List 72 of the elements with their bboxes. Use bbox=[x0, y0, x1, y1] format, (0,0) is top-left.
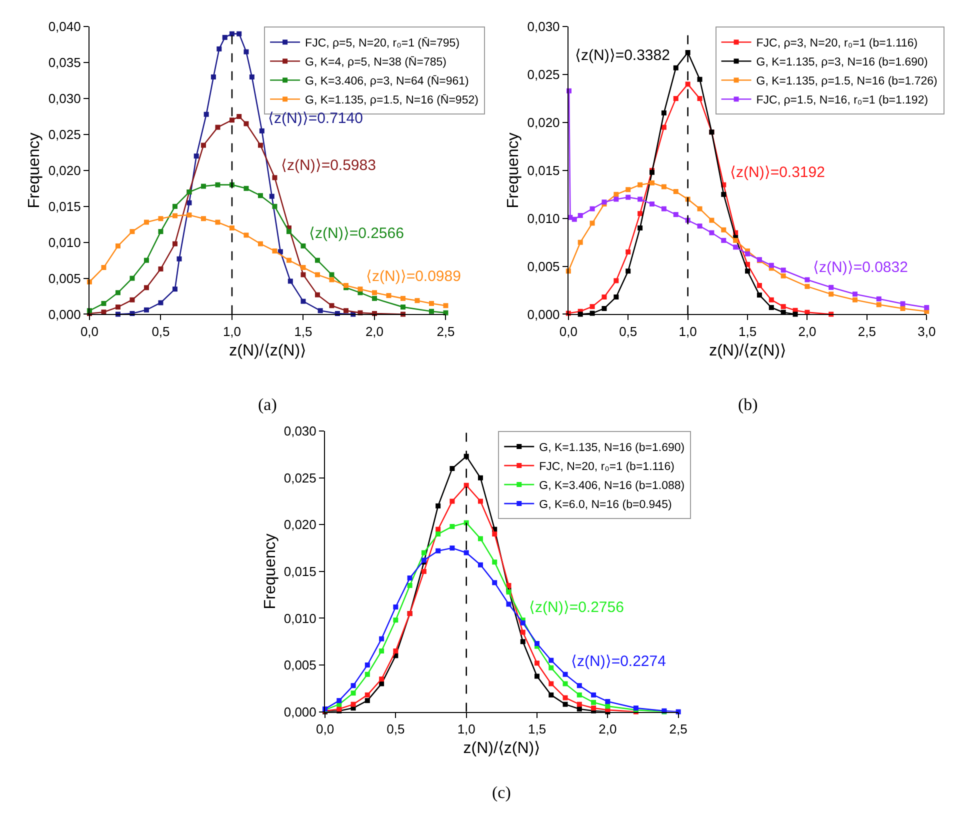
y-tick-label: 0,020 bbox=[527, 115, 560, 130]
annotation: ⟨z(N)⟩=0.2756 bbox=[529, 599, 624, 616]
y-tick-label: 0,015 bbox=[284, 564, 316, 579]
y-axis-title: Frequency bbox=[505, 132, 522, 208]
y-tick-label: 0,000 bbox=[284, 704, 316, 720]
y-tick-label: 0,020 bbox=[48, 162, 81, 178]
y-tick-label: 0,000 bbox=[48, 306, 81, 322]
y-tick-label: 0,010 bbox=[48, 234, 81, 250]
y-tick-label: 0,030 bbox=[48, 91, 81, 106]
y-tick-label: 0,025 bbox=[284, 470, 316, 486]
x-tick-label: 0,5 bbox=[619, 324, 638, 339]
legend-label: G, K=1.135, ρ=1.5, N=16 (b=1.726) bbox=[756, 76, 938, 88]
y-tick-label: 0,040 bbox=[48, 19, 81, 34]
y-tick-label: 0,030 bbox=[284, 424, 316, 439]
y-tick-label: 0,000 bbox=[527, 306, 560, 322]
text: (a) bbox=[258, 395, 277, 414]
legend-label: G, K=1.135, ρ=1.5, N=16 (N̄=952) bbox=[305, 94, 479, 107]
x-tick-label: 3,0 bbox=[918, 324, 936, 339]
x-axis-title: z(N)/⟨z(N)⟩ bbox=[229, 342, 306, 360]
y-tick-label: 0,015 bbox=[48, 198, 81, 214]
legend-label: G, K=3.406, N=16 (b=1.088) bbox=[539, 480, 685, 492]
x-tick-label: 0,5 bbox=[152, 324, 170, 339]
annotation: ⟨z(N)⟩=0.2274 bbox=[571, 653, 666, 670]
text: (b) bbox=[738, 395, 758, 414]
legend-label: G, K=3.406, ρ=3, N=64 (N̄=961) bbox=[305, 74, 470, 88]
x-tick-label: 2,5 bbox=[858, 324, 876, 339]
y-axis-title: Frequency bbox=[26, 132, 44, 208]
legend-label: FJC, ρ=1.5, N=16, r₀=1 (b=1.192) bbox=[756, 94, 928, 107]
annotation: ⟨z(N)⟩=0.0832 bbox=[813, 259, 908, 276]
y-tick-label: 0,025 bbox=[527, 67, 560, 82]
x-tick-label: 1,5 bbox=[528, 721, 546, 736]
x-tick-label: 1,0 bbox=[222, 324, 242, 339]
x-tick-label: 2,5 bbox=[436, 324, 455, 339]
x-tick-label: 0,0 bbox=[559, 324, 578, 339]
x-axis-title: z(N)/⟨z(N)⟩ bbox=[709, 342, 786, 360]
x-tick-label: 0,0 bbox=[80, 324, 99, 339]
x-tick-label: 1,0 bbox=[678, 324, 697, 339]
y-tick-label: 0,020 bbox=[284, 517, 316, 532]
annotation: ⟨z(N)⟩=0.0989 bbox=[366, 268, 461, 285]
y-tick-label: 0,005 bbox=[284, 658, 316, 673]
legend-label: G, K=6.0, N=16 (b=0.945) bbox=[539, 499, 672, 512]
x-tick-label: 0,5 bbox=[386, 721, 405, 736]
y-tick-label: 0,005 bbox=[527, 258, 560, 274]
y-tick-label: 0,005 bbox=[48, 270, 81, 286]
y-tick-label: 0,010 bbox=[527, 210, 560, 226]
annotation: ⟨z(N)⟩=0.2566 bbox=[309, 225, 404, 242]
text: (c) bbox=[492, 783, 511, 802]
legend-label: FJC, ρ=5, N=20, r₀=1 (N̄=795) bbox=[305, 36, 460, 50]
x-tick-label: 1,0 bbox=[457, 721, 476, 736]
y-tick-label: 0,030 bbox=[527, 19, 560, 34]
legend-label: G, K=1.135, N=16 (b=1.690) bbox=[539, 442, 685, 454]
y-tick-label: 0,035 bbox=[48, 55, 81, 70]
x-tick-label: 2,5 bbox=[669, 721, 688, 736]
y-tick-label: 0,025 bbox=[48, 127, 81, 142]
annotation: ⟨z(N)⟩=0.5983 bbox=[281, 157, 376, 174]
x-tick-label: 2,0 bbox=[598, 721, 617, 736]
x-tick-label: 1,5 bbox=[738, 324, 757, 339]
legend-label: G, K=1.135, ρ=3, N=16 (b=1.690) bbox=[756, 56, 928, 69]
x-axis-title: z(N)/⟨z(N)⟩ bbox=[463, 740, 540, 758]
legend-label: G, K=4, ρ=5, N=38 (N̄=785) bbox=[305, 56, 447, 69]
x-tick-label: 2,0 bbox=[798, 324, 816, 339]
x-tick-label: 2,0 bbox=[365, 324, 384, 339]
legend-label: FJC, N=20, r₀=1 (b=1.116) bbox=[539, 461, 675, 474]
legend-label: FJC, ρ=3, N=20, r₀=1 (b=1.116) bbox=[756, 38, 918, 50]
annotation: ⟨z(N)⟩=0.7140 bbox=[268, 110, 363, 127]
annotation: ⟨z(N)⟩=0.3192 bbox=[730, 164, 825, 181]
y-tick-label: 0,010 bbox=[284, 610, 316, 626]
x-tick-label: 1,5 bbox=[294, 324, 312, 339]
y-tick-label: 0,015 bbox=[527, 162, 560, 178]
x-tick-label: 0,0 bbox=[316, 721, 334, 736]
annotation: ⟨z(N)⟩=0.3382 bbox=[575, 47, 670, 64]
y-axis-title: Frequency bbox=[262, 534, 279, 610]
